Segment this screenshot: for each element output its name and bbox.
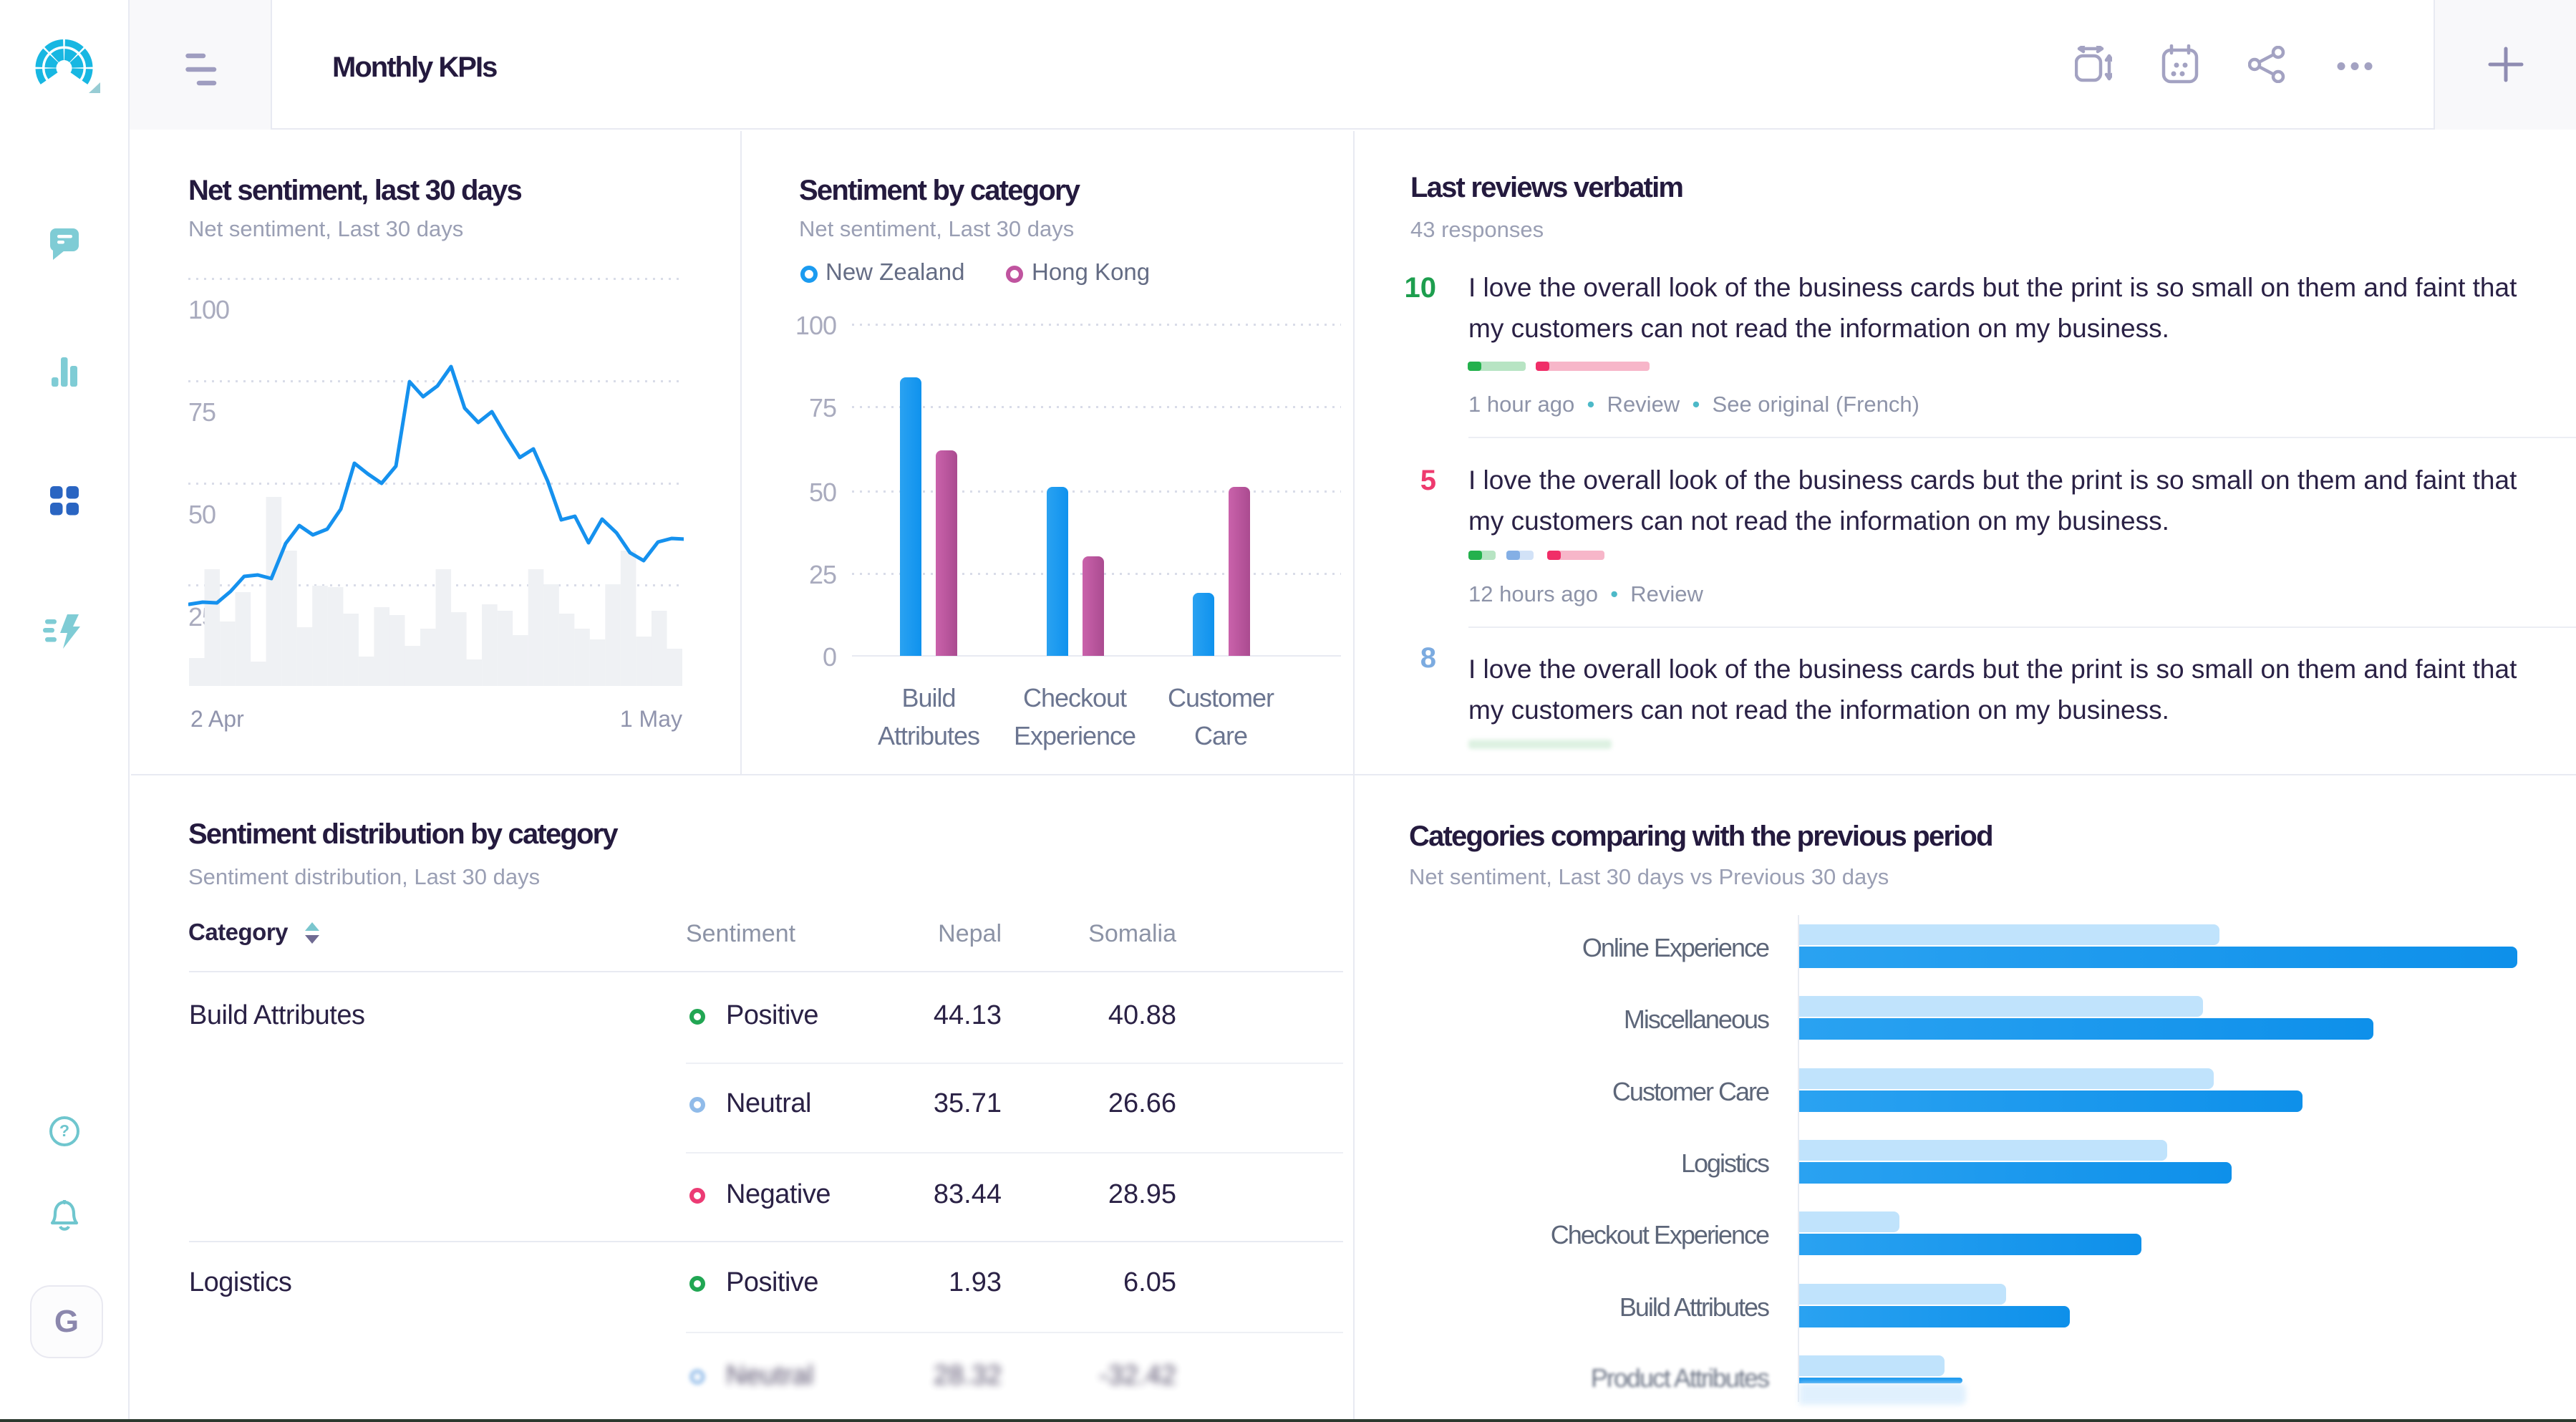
svg-text:?: ? [59,1121,69,1140]
